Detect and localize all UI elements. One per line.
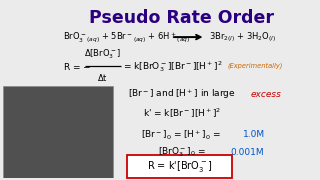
- Text: BrO$_3^-$$_{(aq)}$ + 5Br$^-$$_{(aq)}$ + 6H$^+$$_{(aq)}$: BrO$_3^-$$_{(aq)}$ + 5Br$^-$$_{(aq)}$ + …: [63, 30, 190, 44]
- Text: $\Delta$[BrO$_3^-$]: $\Delta$[BrO$_3^-$]: [84, 48, 120, 61]
- Text: (Experimentally): (Experimentally): [228, 63, 283, 69]
- Text: R = $-$: R = $-$: [63, 61, 91, 72]
- Text: = k[BrO$_3^-$][Br$^-$][H$^+$]$^2$: = k[BrO$_3^-$][Br$^-$][H$^+$]$^2$: [123, 59, 223, 74]
- Text: 3Br$_{2(l)}$ + 3H$_2$O$_{(l)}$: 3Br$_{2(l)}$ + 3H$_2$O$_{(l)}$: [209, 30, 276, 44]
- Text: $\Delta$t: $\Delta$t: [97, 72, 108, 83]
- Text: excess: excess: [250, 90, 281, 99]
- FancyBboxPatch shape: [3, 86, 113, 178]
- Text: [Br$^-$]$_0$ = [H$^+$]$_0$ =: [Br$^-$]$_0$ = [H$^+$]$_0$ =: [141, 128, 222, 142]
- Text: 1.0M: 1.0M: [243, 130, 265, 140]
- Text: Pseudo Rate Order: Pseudo Rate Order: [90, 9, 275, 27]
- Text: k' = k[Br$^-$][H$^+$]$^2$: k' = k[Br$^-$][H$^+$]$^2$: [143, 107, 221, 120]
- Text: 0.001M: 0.001M: [230, 148, 264, 157]
- Text: R = k'[BrO$_3^-$]: R = k'[BrO$_3^-$]: [147, 159, 212, 174]
- FancyBboxPatch shape: [127, 155, 232, 178]
- Text: [BrO$_3^-$]$_0$ =: [BrO$_3^-$]$_0$ =: [157, 146, 206, 159]
- Text: [Br$^-$] and [H$^+$] in large: [Br$^-$] and [H$^+$] in large: [128, 87, 236, 101]
